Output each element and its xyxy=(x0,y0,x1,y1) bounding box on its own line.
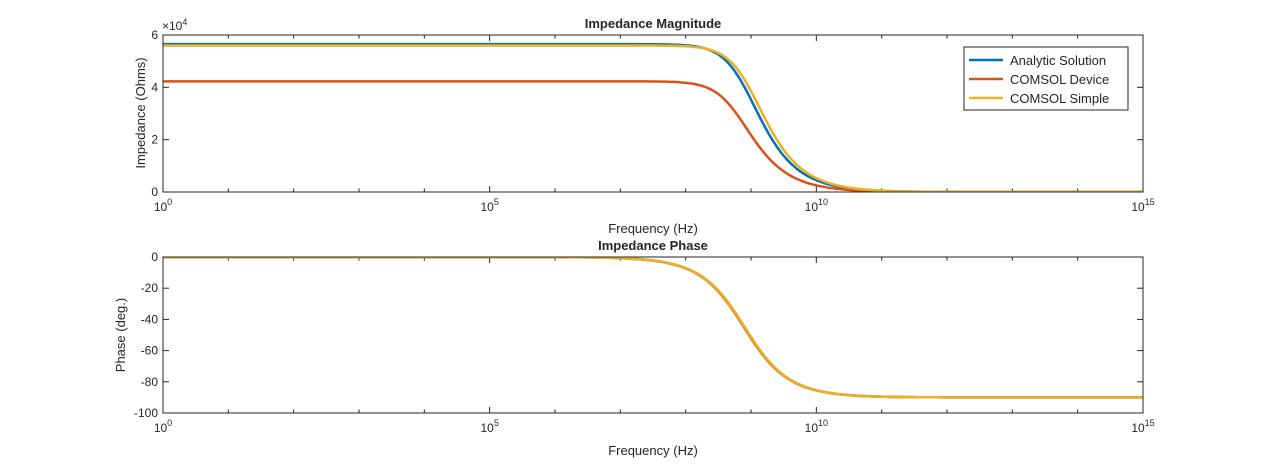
phase-axes-box xyxy=(162,256,1144,414)
y-tick-label: 6 xyxy=(151,28,158,42)
x-tick-label-exp: 10 xyxy=(818,418,828,428)
x-tick-label: 1015 xyxy=(1131,197,1154,214)
x-tick-label-exp: 15 xyxy=(1145,197,1155,207)
phase-axes: Impedance Phase Phase (deg.) Frequency (… xyxy=(113,238,1155,458)
x-tick-label-base: 10 xyxy=(480,421,494,435)
x-tick-label-base: 10 xyxy=(1131,200,1145,214)
series-line-2 xyxy=(163,257,1143,399)
x-tick-label-base: 10 xyxy=(805,200,819,214)
magnitude-axes: Impedance Magnitude ×104 Impedance (Ohms… xyxy=(133,16,1155,236)
y-tick-label: 2 xyxy=(151,133,158,147)
phase-title: Impedance Phase xyxy=(598,238,708,253)
y-multiplier-exp: 4 xyxy=(182,17,187,27)
y-tick-label: -40 xyxy=(141,312,159,326)
y-tick-label: 4 xyxy=(151,80,158,94)
y-tick-label: 0 xyxy=(151,185,158,199)
magnitude-axes-box xyxy=(162,34,1144,193)
legend-label-comsol-device: COMSOL Device xyxy=(1010,72,1109,87)
y-tick-label: -100 xyxy=(134,406,158,420)
x-tick-label-exp: 5 xyxy=(494,197,499,207)
svg-text:×104: ×104 xyxy=(162,17,187,33)
x-tick-label: 1010 xyxy=(805,418,828,435)
magnitude-y-multiplier: ×104 xyxy=(162,17,187,33)
x-tick-label-base: 10 xyxy=(805,421,819,435)
x-tick-label-exp: 0 xyxy=(167,418,172,428)
x-tick-label-exp: 0 xyxy=(167,197,172,207)
y-tick-label: -20 xyxy=(141,281,159,295)
phase-xlabel: Frequency (Hz) xyxy=(608,443,698,458)
series-line-0 xyxy=(163,257,1143,399)
x-tick-label: 100 xyxy=(154,197,172,214)
x-tick-label-exp: 5 xyxy=(494,418,499,428)
x-tick-label: 1015 xyxy=(1131,418,1154,435)
legend-label-comsol-simple: COMSOL Simple xyxy=(1010,91,1109,106)
x-tick-label-base: 10 xyxy=(154,200,168,214)
y-multiplier-base: ×10 xyxy=(162,19,183,33)
x-tick-label: 100 xyxy=(154,418,172,435)
x-tick-label-base: 10 xyxy=(1131,421,1145,435)
x-tick-label-base: 10 xyxy=(480,200,494,214)
x-tick-label: 105 xyxy=(480,197,498,214)
y-tick-label: 0 xyxy=(151,250,158,264)
magnitude-xlabel: Frequency (Hz) xyxy=(608,221,698,236)
legend: Analytic Solution COMSOL Device COMSOL S… xyxy=(963,46,1129,111)
x-tick-label-base: 10 xyxy=(154,421,168,435)
x-tick-label: 1010 xyxy=(805,197,828,214)
x-tick-label-exp: 10 xyxy=(818,197,828,207)
magnitude-title: Impedance Magnitude xyxy=(585,16,722,31)
legend-label-analytic: Analytic Solution xyxy=(1010,53,1106,68)
x-tick-label: 105 xyxy=(480,418,498,435)
series-line-1 xyxy=(163,257,1143,399)
y-tick-label: -80 xyxy=(141,375,159,389)
x-tick-label-exp: 15 xyxy=(1145,418,1155,428)
magnitude-ylabel: Impedance (Ohms) xyxy=(133,57,148,168)
phase-ylabel: Phase (deg.) xyxy=(113,298,128,372)
y-tick-label: -60 xyxy=(141,344,159,358)
